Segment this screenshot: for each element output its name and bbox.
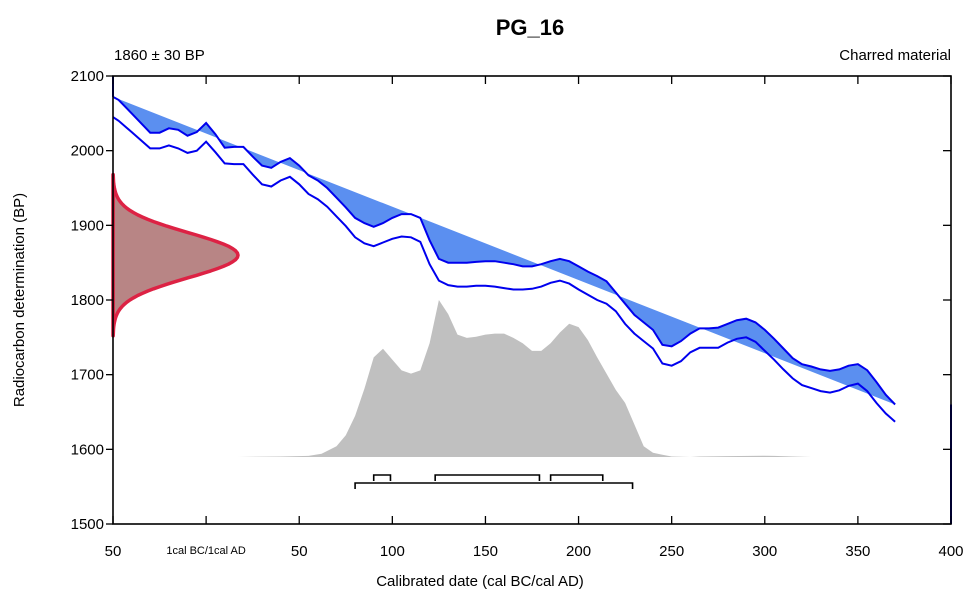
- posterior-distribution: [237, 300, 812, 457]
- chart-title: PG_16: [496, 15, 565, 40]
- sample-material-label: Charred material: [839, 47, 951, 64]
- range-68-bracket-1: [372, 474, 392, 481]
- x-tick-label: 50: [291, 543, 308, 560]
- x-tick-label: 150: [473, 543, 498, 560]
- x-axis: 50 1cal BC/1cal AD 50 100 150 200 250 300 350 400: [105, 76, 964, 560]
- y-axis: 1500 1600 1700 1800 1900 2000 2100: [71, 68, 951, 533]
- y-tick-label: 2000: [71, 143, 104, 160]
- measurement-distribution: [111, 172, 240, 338]
- x-tick-label: 1cal BC/1cal AD: [166, 545, 246, 557]
- x-tick-label: 300: [752, 543, 777, 560]
- calibration-curve-upper: [112, 96, 896, 406]
- x-tick-label: 200: [566, 543, 591, 560]
- x-axis-label: Calibrated date (cal BC/cal AD): [376, 573, 584, 590]
- range-95-bracket-1: [354, 482, 634, 489]
- y-axis-label: Radiocarbon determination (BP): [11, 193, 28, 407]
- y-tick-label: 1900: [71, 217, 104, 234]
- range-68-bracket-3: [549, 474, 604, 481]
- y-tick-label: 1500: [71, 516, 104, 533]
- measurement-label: 1860 ± 30 BP: [114, 47, 205, 64]
- x-tick-label: 50: [105, 543, 122, 560]
- x-tick-label: 250: [659, 543, 684, 560]
- x-tick-label: 350: [845, 543, 870, 560]
- y-tick-label: 1800: [71, 292, 104, 309]
- x-tick-label: 400: [938, 543, 963, 560]
- y-tick-label: 1600: [71, 441, 104, 458]
- range-68-bracket-2: [434, 474, 541, 481]
- y-tick-label: 2100: [71, 68, 104, 85]
- y-tick-label: 1700: [71, 367, 104, 384]
- x-tick-label: 100: [380, 543, 405, 560]
- calibration-curve-lower: [112, 116, 896, 423]
- plot-area: [111, 76, 952, 524]
